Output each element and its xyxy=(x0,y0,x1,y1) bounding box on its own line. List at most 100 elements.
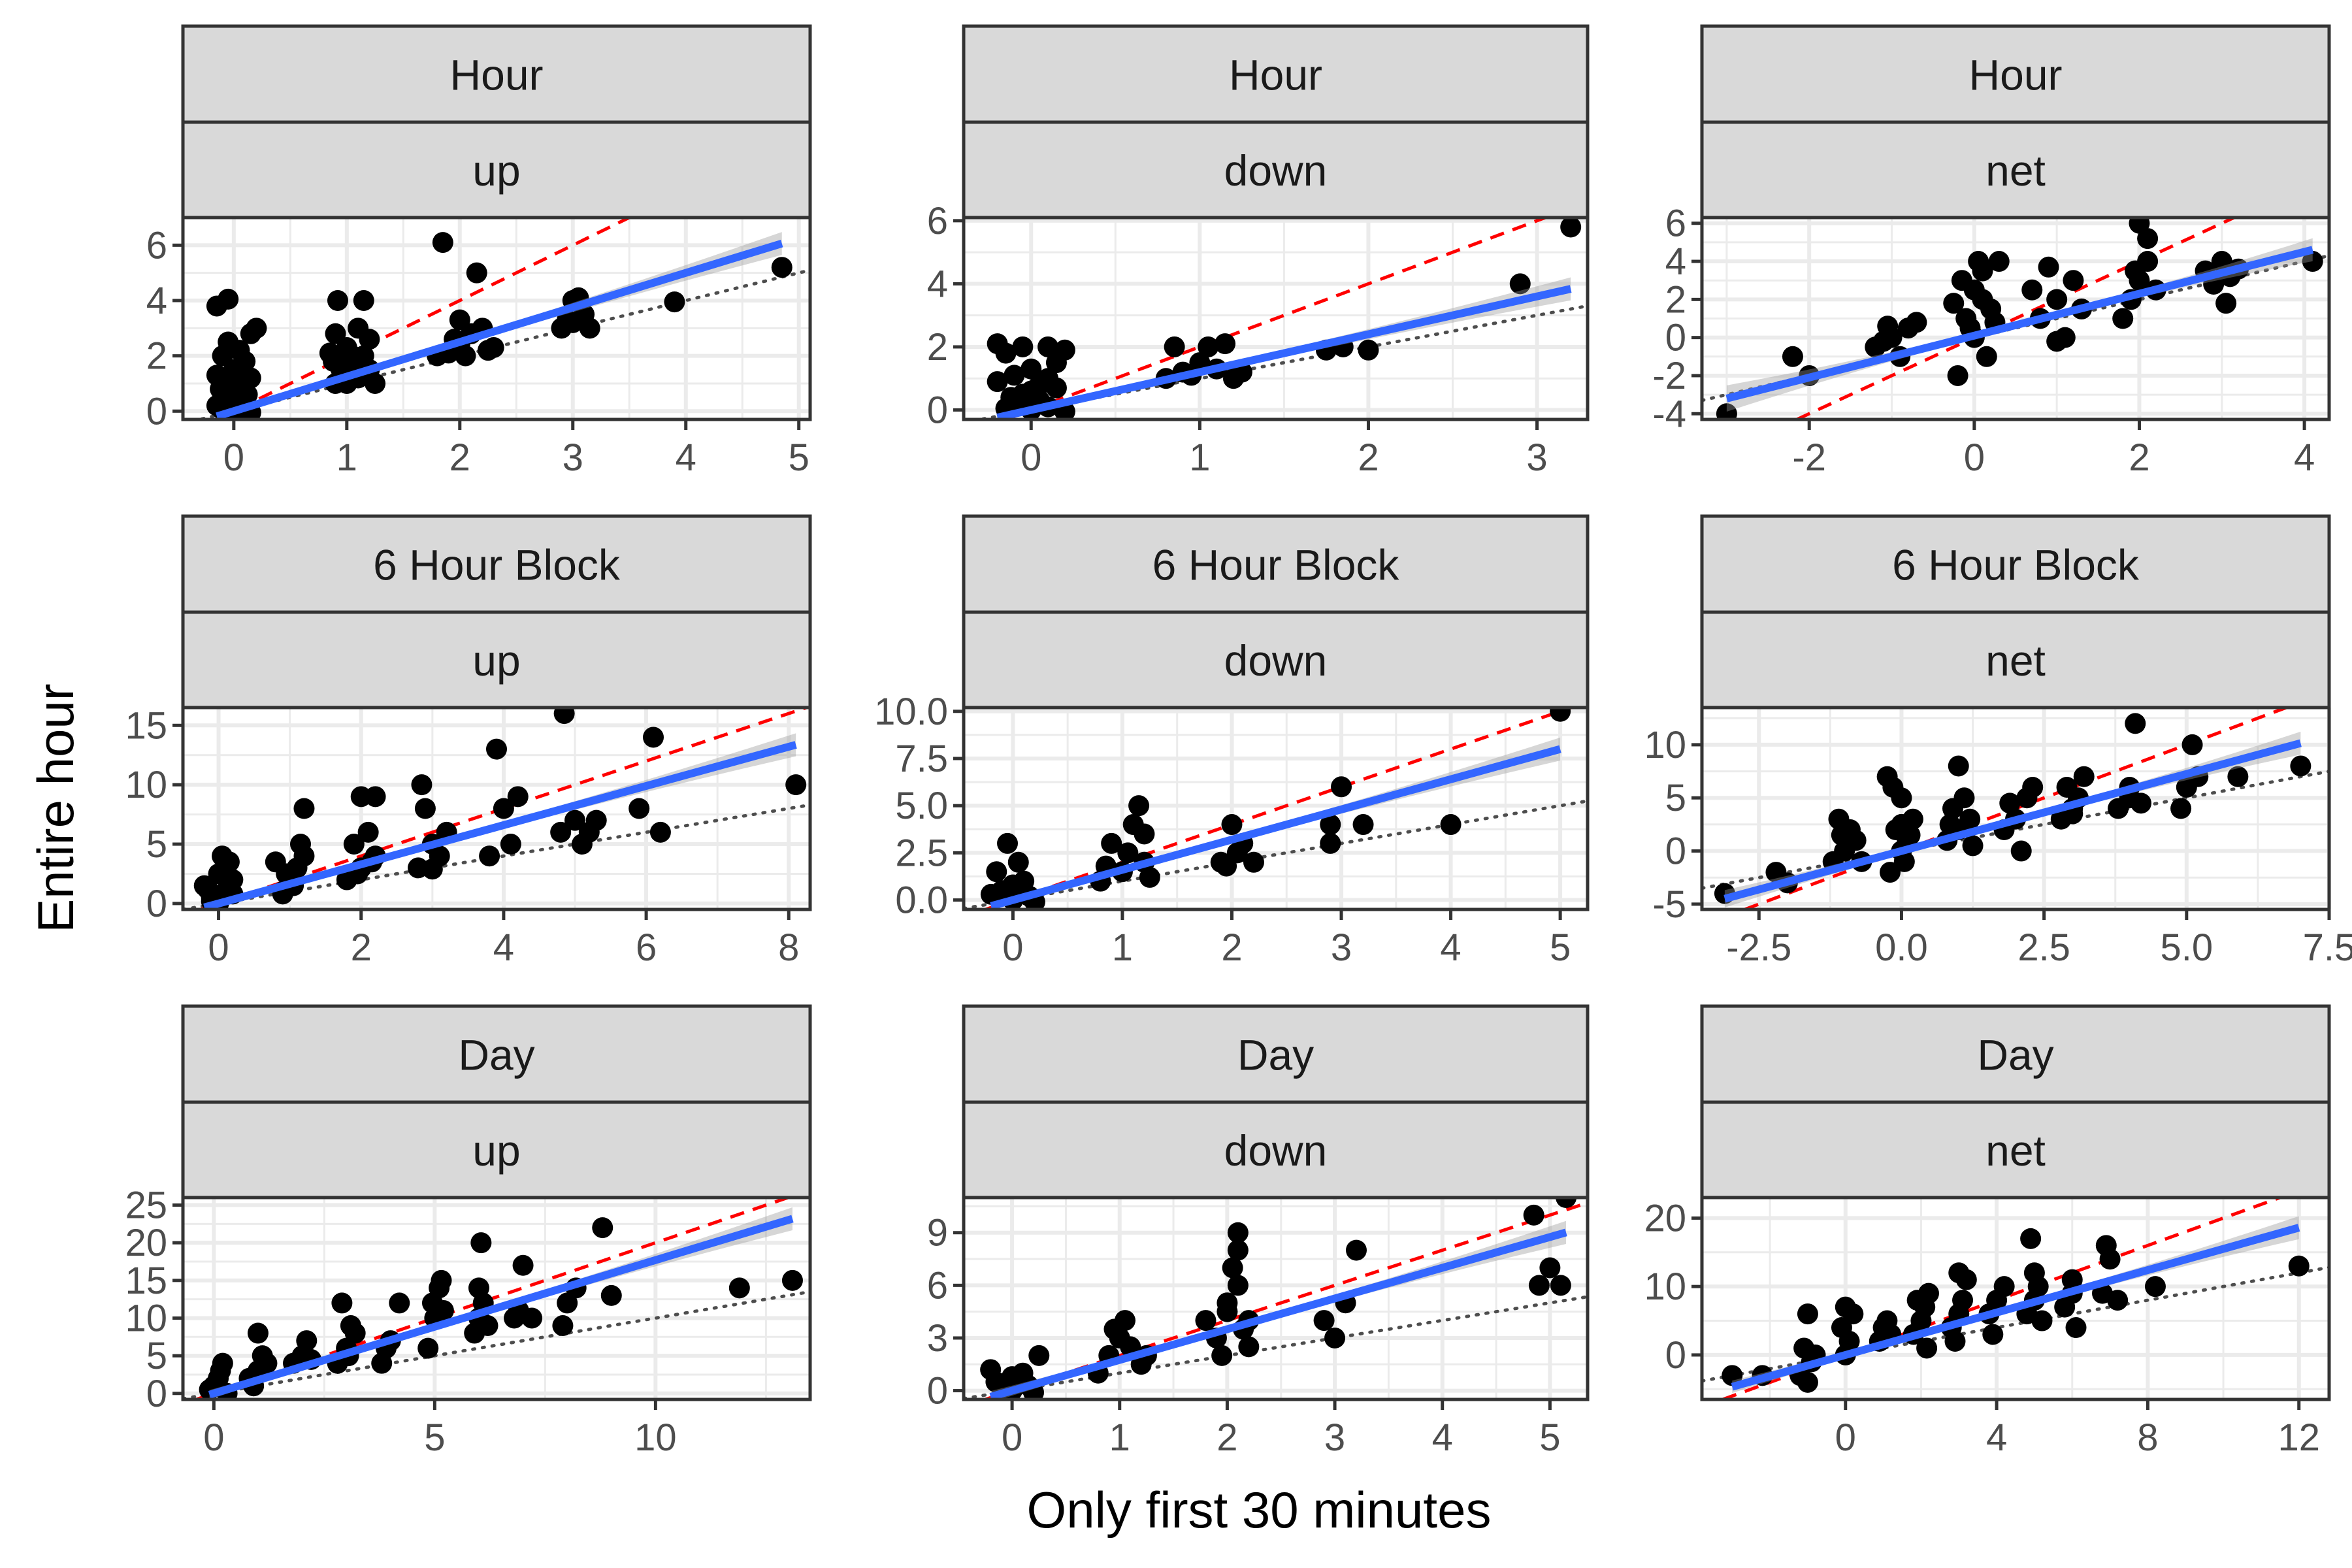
x-tick-label: 5.0 xyxy=(2160,926,2213,969)
data-point xyxy=(986,861,1007,883)
data-point xyxy=(2215,293,2237,314)
data-point xyxy=(1952,1290,1974,1311)
data-point xyxy=(2021,279,2043,301)
data-point xyxy=(1943,293,1965,314)
y-tick-label: 0 xyxy=(146,1373,167,1415)
y-tick-label: -4 xyxy=(1652,393,1686,435)
data-point xyxy=(1797,1371,1818,1393)
y-tick-label: 0 xyxy=(927,389,948,432)
panel-4: 6 Hour Block up 0 2 4 6 8 0 5 10 15 xyxy=(125,514,812,969)
data-point xyxy=(218,288,239,310)
strip-label: net xyxy=(1985,1126,2046,1175)
data-point xyxy=(1906,1290,1928,1311)
data-point xyxy=(1320,814,1341,836)
data-point xyxy=(1440,814,1462,836)
plot-data xyxy=(1702,708,2329,909)
x-tick-label: 3 xyxy=(1526,436,1547,479)
strip-label: 6 Hour Block xyxy=(373,541,621,589)
fit-line xyxy=(1723,739,2302,903)
x-tick-label: 4 xyxy=(1440,926,1461,969)
strip-label: up xyxy=(472,1126,520,1175)
data-point xyxy=(1007,851,1029,873)
data-point xyxy=(1002,1366,1023,1388)
x-tick-label: 4 xyxy=(1432,1416,1453,1459)
strip-label: down xyxy=(1224,636,1328,685)
data-point xyxy=(206,365,227,386)
data-point xyxy=(1947,365,1968,386)
data-point xyxy=(643,727,664,748)
x-tick-label: 7.5 xyxy=(2303,926,2352,969)
strip-label: net xyxy=(1985,146,2046,195)
fit-line xyxy=(989,1228,1567,1399)
panel-8: Day down 0 1 2 3 4 5 0 3 6 9 xyxy=(927,1004,1590,1459)
data-point xyxy=(1215,333,1236,355)
data-point xyxy=(2010,840,2032,862)
data-point xyxy=(980,1359,1002,1380)
data-point xyxy=(256,1352,278,1374)
data-point xyxy=(1352,814,1374,836)
data-point xyxy=(980,883,1002,905)
data-point xyxy=(331,1292,353,1314)
data-point xyxy=(1877,316,1899,337)
data-point xyxy=(1358,339,1379,361)
data-point xyxy=(293,798,315,819)
x-tick-label: 2 xyxy=(1221,926,1242,969)
data-point xyxy=(1528,1275,1550,1296)
strip-box xyxy=(1700,24,2331,124)
fit-line xyxy=(216,239,783,419)
y-axis-title: Entire hour xyxy=(27,683,84,933)
data-point xyxy=(1139,866,1160,888)
y-tick-label: 6 xyxy=(146,224,167,267)
data-point xyxy=(1982,1324,2004,1345)
y-tick-label: 6 xyxy=(1665,203,1686,245)
data-point xyxy=(1101,832,1122,854)
data-point xyxy=(1227,1239,1249,1261)
data-point xyxy=(1134,823,1155,845)
data-point xyxy=(433,1299,454,1321)
data-point xyxy=(483,336,504,358)
data-point xyxy=(357,821,379,843)
x-tick-label: 5 xyxy=(424,1416,445,1459)
panel-border xyxy=(962,706,1590,911)
data-point xyxy=(323,351,344,372)
plot-data xyxy=(183,708,810,909)
x-tick-label: 5 xyxy=(789,436,809,479)
data-point xyxy=(210,1360,231,1382)
y-tick-label: 2 xyxy=(1665,278,1686,321)
data-point xyxy=(2302,251,2323,272)
data-point xyxy=(550,821,572,843)
reference-line xyxy=(964,1295,1588,1399)
plot-background xyxy=(183,218,810,419)
strip-box xyxy=(962,1004,1590,1104)
data-point xyxy=(477,1315,498,1337)
data-point xyxy=(1313,1310,1335,1331)
data-point xyxy=(785,774,807,796)
y-tick-label: 5 xyxy=(1665,777,1686,819)
data-point xyxy=(1345,1239,1367,1261)
data-point xyxy=(432,232,453,253)
data-point xyxy=(2031,1310,2053,1331)
x-tick-label: 0.0 xyxy=(1875,926,1928,969)
plot-data xyxy=(964,1198,1588,1399)
data-point xyxy=(1993,1276,2015,1298)
data-point xyxy=(1782,346,1803,367)
strip-label: net xyxy=(1985,636,2046,685)
x-tick-label: 5 xyxy=(1550,926,1571,969)
data-point xyxy=(1880,862,1901,883)
data-point xyxy=(479,845,500,867)
data-point xyxy=(466,262,487,284)
data-point xyxy=(325,323,346,344)
x-tick-label: 3 xyxy=(1331,926,1352,969)
data-point xyxy=(2061,1269,2083,1290)
y-tick-label: 7.5 xyxy=(895,738,948,780)
data-point xyxy=(1962,835,1984,857)
y-tick-label: 0 xyxy=(1665,1334,1686,1377)
data-point xyxy=(1029,374,1051,395)
data-point xyxy=(1004,365,1025,386)
data-point xyxy=(2046,331,2068,352)
data-point xyxy=(348,318,369,339)
data-point xyxy=(1916,1337,1938,1359)
x-tick-label: 8 xyxy=(2137,1416,2158,1459)
reference-line xyxy=(972,304,1588,419)
strip-label: Hour xyxy=(449,51,543,99)
